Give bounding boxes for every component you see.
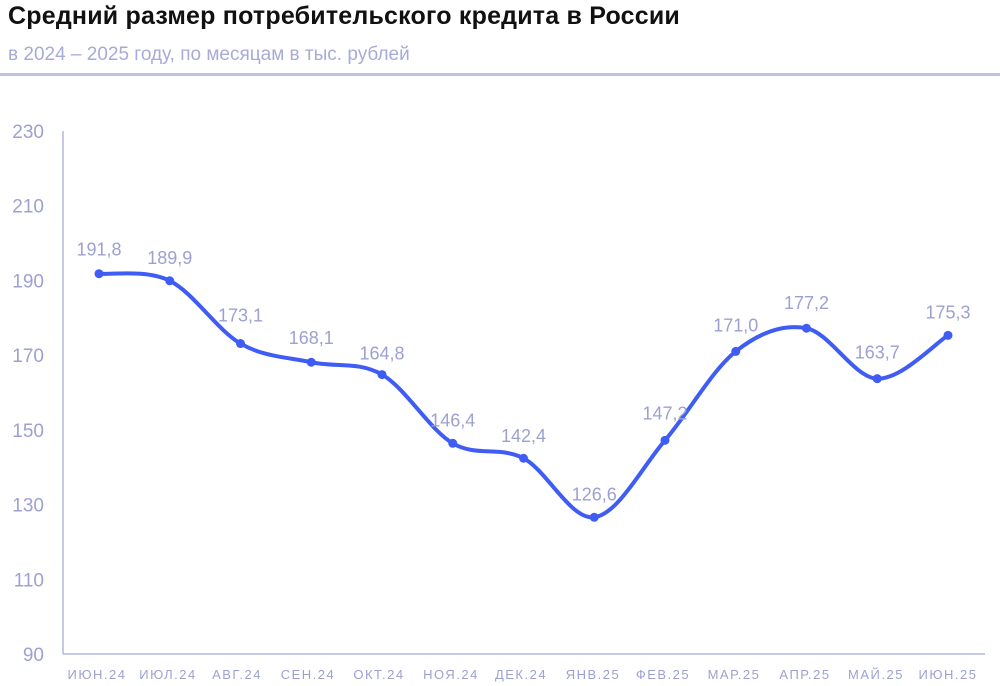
data-point <box>519 453 528 463</box>
data-point <box>731 346 741 356</box>
data-label: 126,6 <box>572 484 617 504</box>
data-point <box>943 330 953 340</box>
x-tick-label: ИЮН.24 <box>68 667 127 682</box>
y-axis: 90 110 130 150 170 190 210 230 <box>12 122 64 666</box>
data-label: 189,9 <box>147 248 192 268</box>
data-label: 163,7 <box>855 343 900 363</box>
y-tick-label: 130 <box>12 496 44 517</box>
x-tick-label: АВГ.24 <box>212 667 262 682</box>
x-tick-label: ЯНВ.25 <box>566 667 621 682</box>
data-label: 147,2 <box>642 403 687 423</box>
data-point <box>165 276 175 286</box>
data-point <box>377 370 387 380</box>
data-label: 142,4 <box>501 426 546 446</box>
data-point <box>94 269 104 279</box>
data-label: 168,1 <box>289 328 334 348</box>
data-point <box>448 438 458 448</box>
data-point <box>236 339 245 349</box>
x-tick-label: МАР.25 <box>708 667 761 682</box>
y-tick-label: 230 <box>12 122 44 143</box>
data-label: 175,3 <box>925 302 970 322</box>
data-point <box>306 357 316 367</box>
data-point <box>660 435 670 445</box>
y-tick-label: 150 <box>12 421 44 442</box>
x-tick-label: ФЕВ.25 <box>636 667 690 682</box>
x-tick-label: НОЯ.24 <box>423 667 479 682</box>
data-points <box>94 269 953 522</box>
header-divider <box>0 73 1000 76</box>
y-tick-label: 190 <box>12 271 44 292</box>
x-tick-label: ОКТ.24 <box>353 667 404 682</box>
data-point <box>802 323 811 333</box>
x-tick-label: МАЙ.25 <box>848 667 904 682</box>
x-tick-label: ИЮН.25 <box>919 667 978 682</box>
x-axis: ИЮН.24 ИЮЛ.24 АВГ.24 СЕН.24 ОКТ.24 НОЯ.24 ДЕК.… <box>63 653 985 682</box>
x-tick-label: ИЮЛ.24 <box>139 667 197 682</box>
y-tick-label: 170 <box>12 346 44 367</box>
x-tick-label: АПР.25 <box>779 667 830 682</box>
data-label: 191,8 <box>76 240 121 260</box>
data-labels: 191,8 189,9 173,1 168,1 164,8 146,4 142,4 126,6… <box>76 240 970 505</box>
data-point <box>589 512 599 522</box>
data-point <box>872 374 882 384</box>
chart-title: Средний размер потребительского кредита … <box>8 2 680 30</box>
chart-subtitle: в 2024 – 2025 году, по месяцам в тыс. ру… <box>8 44 410 65</box>
data-label: 164,8 <box>359 344 404 364</box>
x-tick-label: ДЕК.24 <box>495 667 547 682</box>
data-label: 171,0 <box>713 315 758 335</box>
data-label: 146,4 <box>430 410 475 430</box>
y-tick-label: 210 <box>12 197 44 218</box>
x-tick-label: СЕН.24 <box>281 667 336 682</box>
data-label: 173,1 <box>218 306 263 326</box>
data-label: 177,2 <box>784 293 829 313</box>
y-tick-label: 90 <box>23 645 44 666</box>
y-tick-label: 110 <box>14 570 44 591</box>
